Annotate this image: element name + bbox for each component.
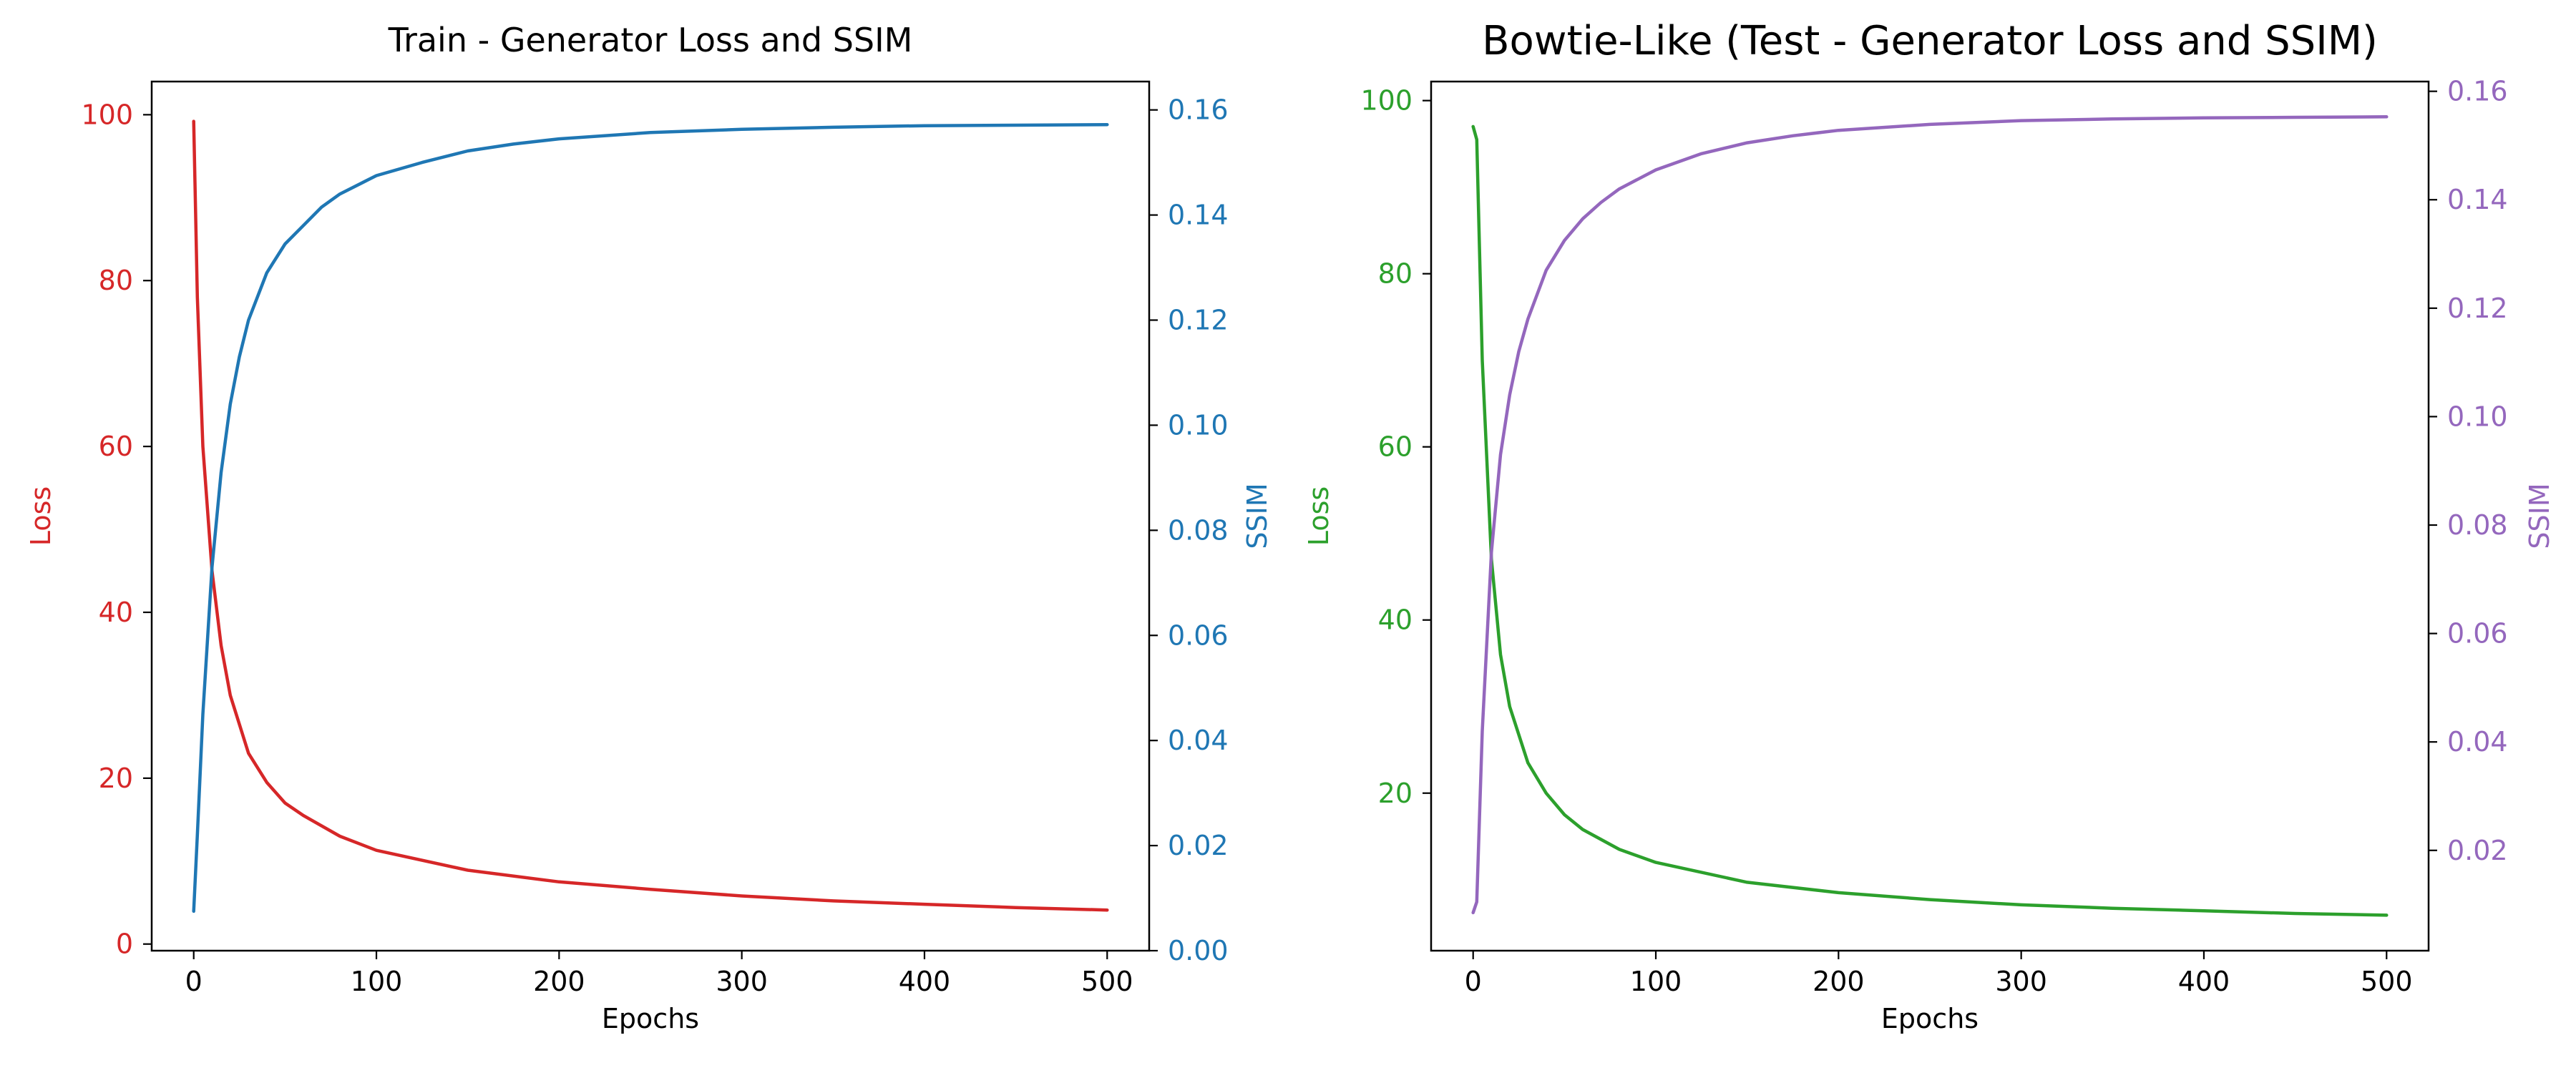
x-tick-label: 100 [1630,966,1682,997]
x-tick-label: 300 [716,966,768,997]
x-tick-label: 0 [1465,966,1482,997]
right-y-tick-label: 0.16 [1168,94,1229,126]
x-tick-label: 200 [1813,966,1865,997]
left-y-axis-label: Loss [25,486,57,546]
series-line-left-0 [192,119,1109,912]
x-tick-label: 500 [1081,966,1133,997]
left-y-tick-label: 20 [99,763,133,794]
left-y-tick-label: 20 [1378,778,1413,809]
right-y-tick-label: 0.04 [2447,726,2508,758]
chart-panel-0: 0 100 200 300 400 500 0 20 40 60 80 100 0.00 0.02 0.04… [25,21,1273,1034]
series-line-right-0 [192,122,1109,913]
right-y-tick-label: 0.08 [2447,509,2508,541]
x-tick-label: 200 [533,966,585,997]
x-tick-label: 0 [185,966,203,997]
chart-panel-1: 0 100 200 300 400 500 20 40 60 80 100 0.02 0.04 0.06 0… [1303,18,2555,1034]
right-y-tick-label: 0.02 [2447,835,2508,866]
plot-frame [150,80,1151,952]
right-y-tick-label: 0.04 [1168,725,1229,756]
x-axis-label: Epochs [1881,1003,1979,1034]
right-y-tick-label: 0.10 [2447,401,2508,432]
right-y-tick-label: 0.14 [2447,184,2508,215]
right-y-axis-label: SSIM [1241,483,1273,549]
right-y-axis-label: SSIM [2524,483,2555,549]
left-y-tick-label: 40 [1378,604,1413,636]
x-tick-label: 400 [2178,966,2230,997]
right-y-tick-label: 0.16 [2447,76,2508,107]
series-line-right-1 [1471,115,2389,915]
x-tick-label: 400 [899,966,951,997]
left-y-tick-label: 60 [99,431,133,462]
right-y-tick-label: 0.10 [1168,409,1229,441]
x-tick-label: 500 [2361,966,2413,997]
plot-frame [1430,80,2430,952]
right-y-tick-label: 0.12 [2447,293,2508,324]
left-y-tick-label: 80 [99,265,133,296]
right-y-tick-label: 0.06 [2447,618,2508,650]
left-y-tick-label: 100 [1360,85,1413,117]
right-y-tick-label: 0.02 [1168,830,1229,861]
right-y-tick-label: 0.14 [1168,200,1229,231]
right-y-tick-label: 0.08 [1168,514,1229,546]
x-tick-label: 300 [1995,966,2047,997]
series-line-left-1 [1471,124,2389,917]
chart-title: Bowtie-Like (Test - Generator Loss and S… [1482,18,2378,64]
x-tick-label: 100 [351,966,403,997]
left-y-tick-label: 0 [116,929,133,960]
left-y-axis-label: Loss [1303,486,1335,546]
left-y-tick-label: 80 [1378,258,1413,290]
left-y-tick-label: 40 [99,597,133,628]
right-y-tick-label: 0.00 [1168,935,1229,966]
x-axis-label: Epochs [602,1003,699,1034]
right-y-tick-label: 0.12 [1168,305,1229,336]
left-y-tick-label: 100 [81,99,133,130]
chart-title: Train - Generator Loss and SSIM [388,21,913,59]
right-y-tick-label: 0.06 [1168,619,1229,651]
left-y-tick-label: 60 [1378,431,1413,463]
